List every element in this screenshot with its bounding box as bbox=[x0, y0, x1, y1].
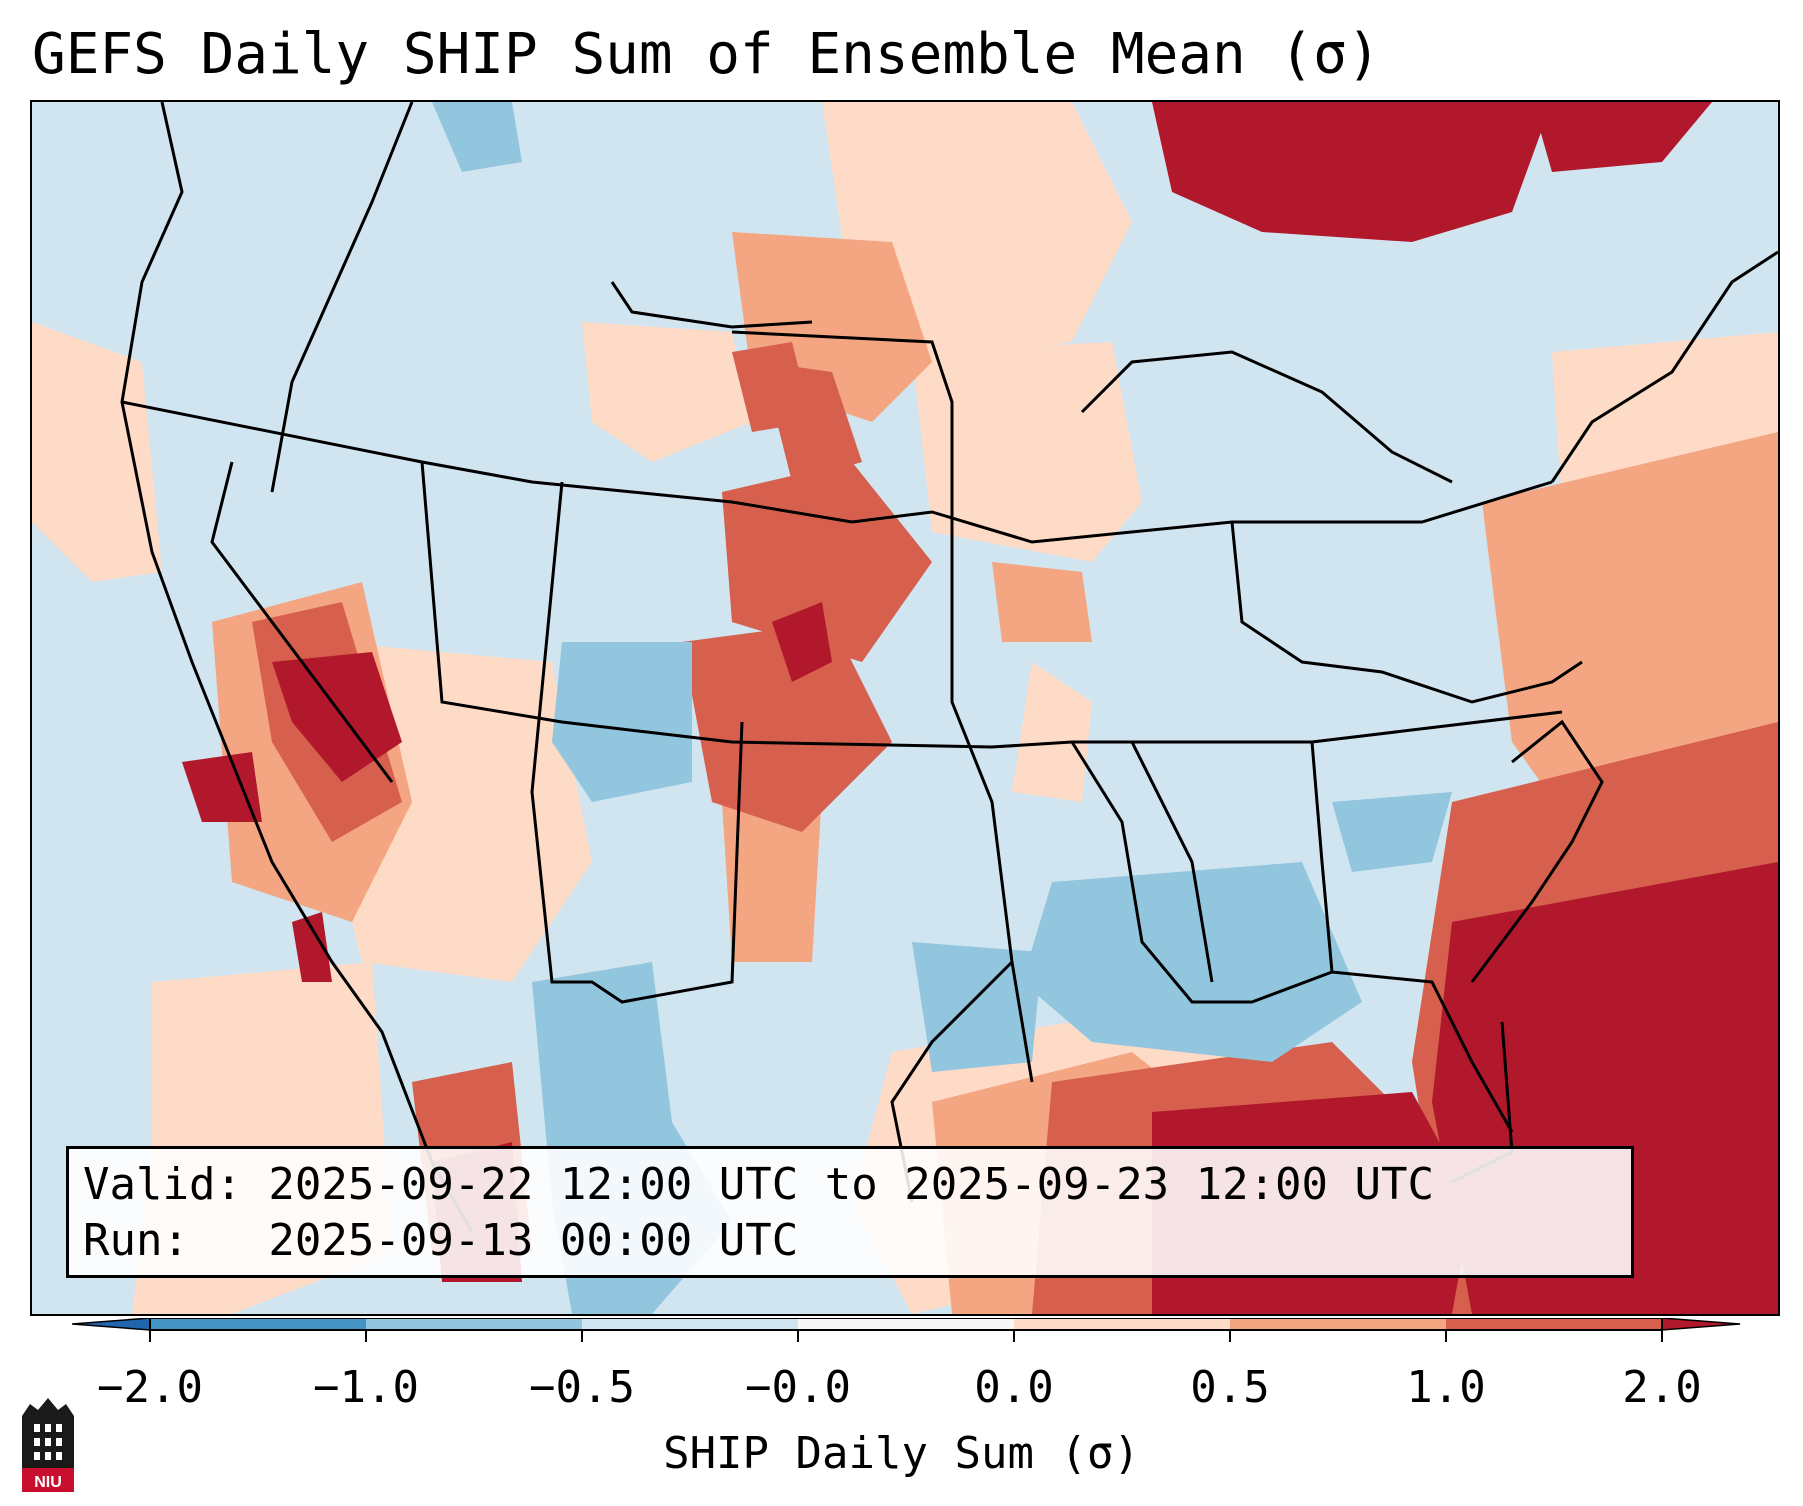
colorbar-segment bbox=[1446, 1318, 1662, 1330]
colorbar-segment bbox=[1230, 1318, 1446, 1330]
map-panel bbox=[30, 100, 1780, 1316]
colorbar bbox=[71, 1318, 1741, 1342]
colorbar-tick-label: −1.0 bbox=[313, 1362, 419, 1413]
colorbar-segment bbox=[366, 1318, 582, 1330]
colorbar-tick-label: 0.5 bbox=[1190, 1362, 1270, 1413]
colorbar-segment bbox=[798, 1318, 1014, 1330]
colorbar-tick-label: 0.0 bbox=[974, 1362, 1054, 1413]
colorbar-tick-label: 1.0 bbox=[1406, 1362, 1486, 1413]
valid-time-line: Valid: 2025-09-22 12:00 UTC to 2025-09-2… bbox=[83, 1159, 1435, 1210]
logo-text: NIU bbox=[34, 1474, 62, 1491]
colorbar-tick-label: −0.5 bbox=[529, 1362, 635, 1413]
logo-window-grid bbox=[34, 1424, 62, 1460]
validity-info-box: Valid: 2025-09-22 12:00 UTC to 2025-09-2… bbox=[66, 1146, 1634, 1278]
ship-field-map bbox=[32, 102, 1778, 1314]
logo-banner bbox=[22, 1468, 74, 1492]
colorbar-under-arrow bbox=[71, 1318, 151, 1331]
colorbar-title: SHIP Daily Sum (σ) bbox=[663, 1428, 1140, 1479]
map-title: GEFS Daily SHIP Sum of Ensemble Mean (σ) bbox=[32, 22, 1381, 87]
colorbar-tick-marks bbox=[149, 1330, 1663, 1342]
niu-logo: NIU bbox=[22, 1398, 74, 1492]
colorbar-frame bbox=[149, 1318, 1663, 1331]
colorbar-segment bbox=[1014, 1318, 1230, 1330]
colorbar-segment bbox=[150, 1318, 366, 1330]
colorbar-tick-label: 2.0 bbox=[1622, 1362, 1702, 1413]
colorbar-tick-label: −0.0 bbox=[745, 1362, 851, 1413]
colorbar-over-arrow bbox=[1661, 1318, 1741, 1331]
boundary-lines bbox=[120, 102, 1778, 1233]
colorbar-tick-label: −2.0 bbox=[97, 1362, 203, 1413]
run-time-line: Run: 2025-09-13 00:00 UTC bbox=[83, 1215, 799, 1266]
logo-tower-icon bbox=[22, 1398, 74, 1468]
colorbar-segment bbox=[582, 1318, 798, 1330]
